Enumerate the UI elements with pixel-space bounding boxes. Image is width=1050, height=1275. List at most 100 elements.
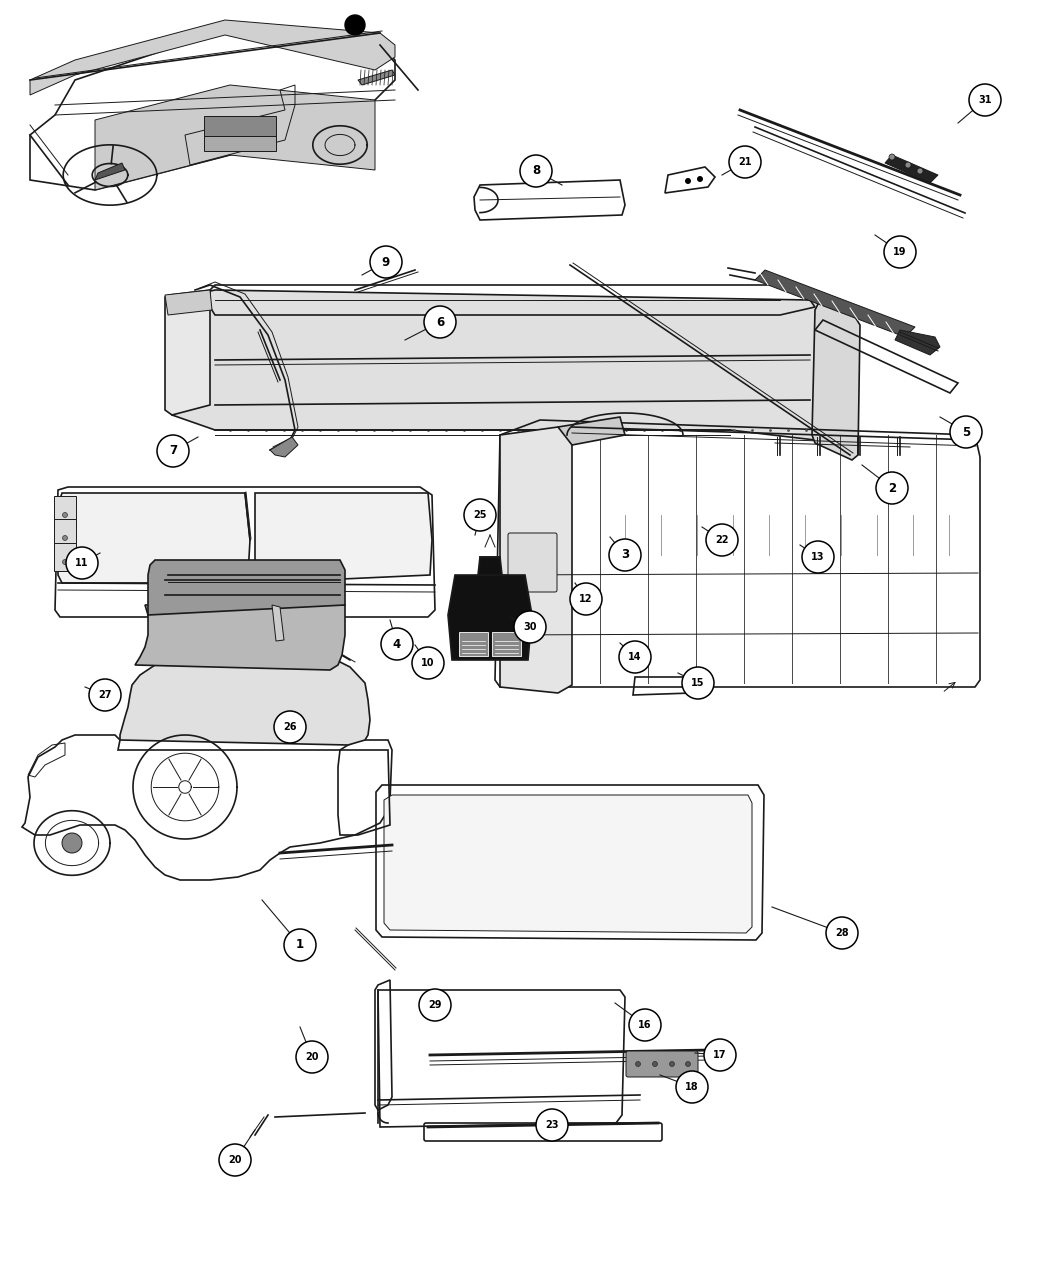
FancyBboxPatch shape bbox=[204, 136, 276, 150]
Circle shape bbox=[514, 611, 546, 643]
Text: 19: 19 bbox=[894, 247, 907, 258]
Text: 25: 25 bbox=[474, 510, 487, 520]
Text: 17: 17 bbox=[713, 1051, 727, 1060]
Polygon shape bbox=[812, 300, 860, 460]
Text: 2: 2 bbox=[888, 482, 896, 495]
Polygon shape bbox=[165, 289, 210, 414]
Polygon shape bbox=[172, 289, 858, 455]
Polygon shape bbox=[120, 657, 370, 745]
Polygon shape bbox=[270, 437, 298, 456]
Polygon shape bbox=[558, 417, 625, 445]
Circle shape bbox=[889, 154, 895, 159]
Text: 5: 5 bbox=[962, 426, 970, 439]
Text: 13: 13 bbox=[812, 552, 824, 562]
Circle shape bbox=[706, 524, 738, 556]
FancyBboxPatch shape bbox=[204, 116, 276, 136]
FancyBboxPatch shape bbox=[508, 533, 556, 592]
Circle shape bbox=[345, 15, 365, 34]
Circle shape bbox=[670, 1062, 674, 1066]
Polygon shape bbox=[755, 270, 915, 337]
Text: 26: 26 bbox=[284, 722, 297, 732]
Text: 23: 23 bbox=[545, 1119, 559, 1130]
Polygon shape bbox=[895, 330, 940, 354]
Circle shape bbox=[520, 156, 552, 187]
Circle shape bbox=[89, 680, 121, 711]
Circle shape bbox=[424, 306, 456, 338]
Circle shape bbox=[63, 560, 67, 565]
Circle shape bbox=[536, 1109, 568, 1141]
Circle shape bbox=[381, 629, 413, 660]
FancyBboxPatch shape bbox=[626, 1051, 698, 1077]
Polygon shape bbox=[165, 289, 212, 315]
Circle shape bbox=[826, 917, 858, 949]
Circle shape bbox=[905, 162, 911, 168]
Circle shape bbox=[63, 536, 67, 541]
Polygon shape bbox=[255, 493, 432, 583]
Text: 7: 7 bbox=[169, 445, 177, 458]
Polygon shape bbox=[30, 20, 395, 96]
Text: 20: 20 bbox=[306, 1052, 319, 1062]
Circle shape bbox=[729, 147, 761, 178]
Circle shape bbox=[419, 989, 452, 1021]
Circle shape bbox=[629, 1009, 662, 1040]
Polygon shape bbox=[448, 575, 532, 660]
FancyBboxPatch shape bbox=[54, 496, 76, 524]
Circle shape bbox=[370, 246, 402, 278]
Circle shape bbox=[685, 179, 691, 184]
Polygon shape bbox=[94, 163, 125, 180]
Circle shape bbox=[884, 236, 916, 268]
Circle shape bbox=[969, 84, 1001, 116]
Text: 21: 21 bbox=[738, 157, 752, 167]
Polygon shape bbox=[500, 427, 572, 694]
Polygon shape bbox=[478, 557, 502, 575]
Text: 3: 3 bbox=[621, 548, 629, 561]
Polygon shape bbox=[384, 796, 752, 933]
Circle shape bbox=[66, 547, 98, 579]
Text: 9: 9 bbox=[382, 255, 391, 269]
Text: 29: 29 bbox=[428, 1000, 442, 1010]
Text: 18: 18 bbox=[686, 1082, 699, 1091]
Text: 15: 15 bbox=[691, 678, 705, 689]
Polygon shape bbox=[272, 606, 284, 641]
Text: 12: 12 bbox=[580, 594, 593, 604]
FancyBboxPatch shape bbox=[54, 519, 76, 547]
Circle shape bbox=[570, 583, 602, 615]
Text: 11: 11 bbox=[76, 558, 89, 567]
FancyBboxPatch shape bbox=[492, 632, 521, 657]
Circle shape bbox=[609, 539, 640, 571]
Circle shape bbox=[686, 1062, 691, 1066]
Circle shape bbox=[62, 833, 82, 853]
Circle shape bbox=[682, 667, 714, 699]
Text: 20: 20 bbox=[228, 1155, 242, 1165]
Circle shape bbox=[802, 541, 834, 572]
Circle shape bbox=[284, 929, 316, 961]
Circle shape bbox=[296, 1040, 328, 1074]
Polygon shape bbox=[148, 560, 345, 615]
Circle shape bbox=[219, 1144, 251, 1176]
Text: 4: 4 bbox=[393, 638, 401, 650]
Polygon shape bbox=[94, 85, 375, 190]
Polygon shape bbox=[135, 606, 345, 669]
Text: 16: 16 bbox=[638, 1020, 652, 1030]
Circle shape bbox=[635, 1062, 640, 1066]
Text: 6: 6 bbox=[436, 315, 444, 329]
Circle shape bbox=[652, 1062, 657, 1066]
Polygon shape bbox=[58, 493, 250, 583]
Circle shape bbox=[950, 416, 982, 448]
Polygon shape bbox=[885, 156, 938, 184]
Text: 31: 31 bbox=[979, 96, 992, 105]
Text: 8: 8 bbox=[532, 164, 540, 177]
Circle shape bbox=[676, 1071, 708, 1103]
Circle shape bbox=[274, 711, 306, 743]
Text: 30: 30 bbox=[523, 622, 537, 632]
Text: 10: 10 bbox=[421, 658, 435, 668]
FancyBboxPatch shape bbox=[54, 543, 76, 571]
Circle shape bbox=[704, 1039, 736, 1071]
Circle shape bbox=[412, 646, 444, 680]
Circle shape bbox=[464, 499, 496, 530]
Circle shape bbox=[63, 513, 67, 518]
Circle shape bbox=[876, 472, 908, 504]
Text: 14: 14 bbox=[628, 652, 642, 662]
Circle shape bbox=[158, 435, 189, 467]
Circle shape bbox=[620, 641, 651, 673]
